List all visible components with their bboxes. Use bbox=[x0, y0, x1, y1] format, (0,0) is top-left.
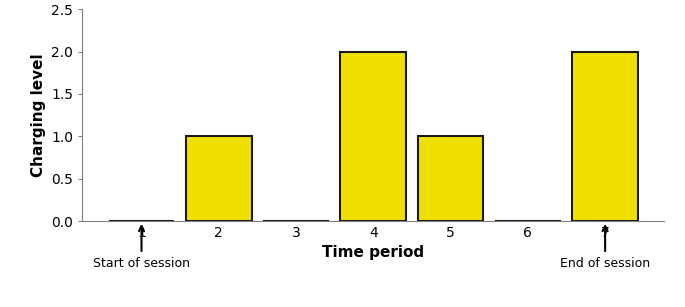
X-axis label: Time period: Time period bbox=[322, 246, 425, 260]
Bar bbox=[572, 52, 638, 221]
Y-axis label: Charging level: Charging level bbox=[31, 53, 46, 177]
Bar bbox=[340, 52, 406, 221]
Text: Start of session: Start of session bbox=[93, 226, 190, 270]
Bar bbox=[418, 136, 484, 221]
Bar bbox=[186, 136, 251, 221]
Text: End of session: End of session bbox=[560, 226, 650, 270]
